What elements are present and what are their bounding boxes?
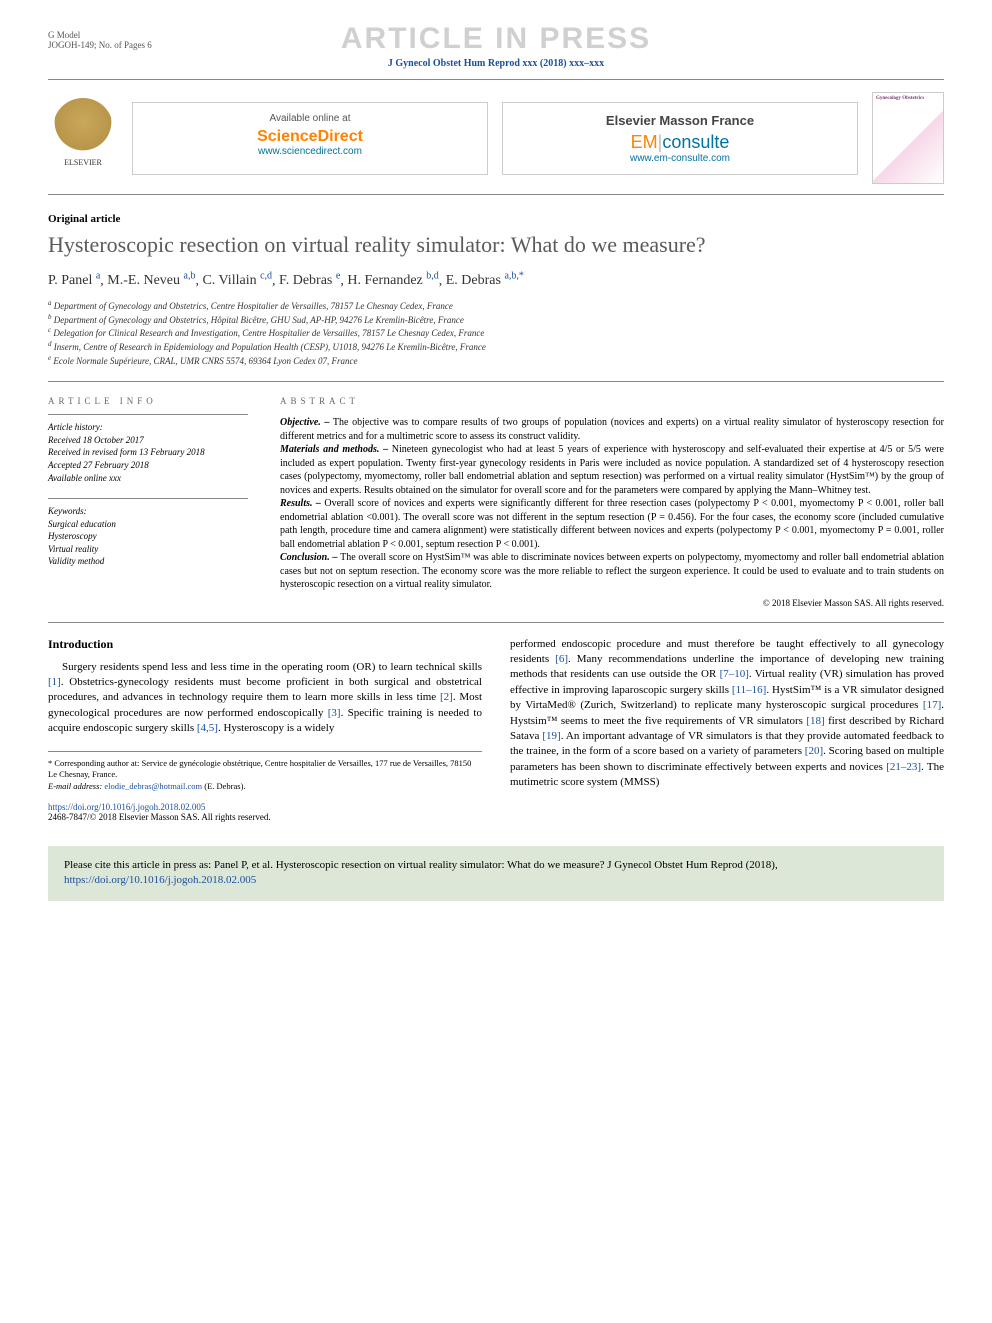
please-cite-box: Please cite this article in press as: Pa… <box>48 846 944 901</box>
emconsulte-url[interactable]: www.em-consulte.com <box>517 153 843 164</box>
article-info-column: ARTICLE INFO Article history: Received 1… <box>48 396 248 608</box>
journal-citation-line: J Gynecol Obstet Hum Reprod xxx (2018) x… <box>48 58 944 69</box>
elsevier-logo: ELSEVIER <box>48 98 118 178</box>
affiliation: b Department of Gynecology and Obstetric… <box>48 313 944 327</box>
affiliations: a Department of Gynecology and Obstetric… <box>48 299 944 367</box>
journal-cover-thumbnail: Gynecology Obstetrics <box>872 92 944 184</box>
doi-block: https://doi.org/10.1016/j.jogoh.2018.02.… <box>48 802 482 822</box>
article-ref: JOGOH-149; No. of Pages 6 <box>48 40 152 50</box>
author: C. Villain c,d <box>202 273 272 288</box>
sciencedirect-logo: ScienceDirect <box>147 128 473 146</box>
article-title: Hysteroscopic resection on virtual reali… <box>48 231 944 259</box>
abstract-heading: ABSTRACT <box>280 396 944 406</box>
elsevier-label: ELSEVIER <box>64 158 102 167</box>
abstract-copyright: © 2018 Elsevier Masson SAS. All rights r… <box>280 598 944 608</box>
keyword: Validity method <box>48 555 248 568</box>
intro-left-column: Introduction Surgery residents spend les… <box>48 637 482 822</box>
gmodel-label: G Model <box>48 30 152 40</box>
introduction-heading: Introduction <box>48 637 482 652</box>
author-list: P. Panel a, M.-E. Neveu a,b, C. Villain … <box>48 271 944 290</box>
accepted-date: Accepted 27 February 2018 <box>48 459 248 472</box>
revised-date: Received in revised form 13 February 201… <box>48 446 248 459</box>
intro-right-column: performed endoscopic procedure and must … <box>510 637 944 822</box>
rule <box>48 381 944 382</box>
publisher-banner: ELSEVIER Available online at ScienceDire… <box>48 92 944 184</box>
keyword: Virtual reality <box>48 543 248 556</box>
author: P. Panel a <box>48 273 100 288</box>
article-in-press-watermark: ARTICLE IN PRESS <box>341 22 651 56</box>
affiliation: d Inserm, Centre of Research in Epidemio… <box>48 340 944 354</box>
citebox-doi-link[interactable]: https://doi.org/10.1016/j.jogoh.2018.02.… <box>64 874 256 886</box>
intro-para-left: Surgery residents spend less and less ti… <box>48 660 482 737</box>
affiliation: c Delegation for Clinical Research and I… <box>48 326 944 340</box>
keyword: Surgical education <box>48 518 248 531</box>
author: M.-E. Neveu a,b <box>107 273 195 288</box>
affiliation: a Department of Gynecology and Obstetric… <box>48 299 944 313</box>
abstract-column: ABSTRACT Objective. – The objective was … <box>280 396 944 608</box>
sciencedirect-box: Available online at ScienceDirect www.sc… <box>132 102 488 175</box>
rule <box>48 622 944 623</box>
keywords-label: Keywords: <box>48 505 248 518</box>
author: F. Debras e <box>279 273 340 288</box>
elsevier-tree-icon <box>53 98 113 158</box>
abstract-body: Objective. – The objective was to compar… <box>280 416 944 592</box>
issn-copyright: 2468-7847/© 2018 Elsevier Masson SAS. Al… <box>48 812 482 822</box>
article-type: Original article <box>48 213 944 225</box>
email-link[interactable]: elodie_debras@hotmail.com <box>104 781 202 791</box>
received-date: Received 18 October 2017 <box>48 434 248 447</box>
article-info-heading: ARTICLE INFO <box>48 396 248 406</box>
corresponding-author-footnote: * Corresponding author at: Service de gy… <box>48 751 482 792</box>
author: E. Debras a,b,* <box>446 273 524 288</box>
rule <box>48 79 944 80</box>
article-history-label: Article history: <box>48 421 248 434</box>
emconsulte-logo: EM|consulte <box>517 132 843 153</box>
rule <box>48 194 944 195</box>
sd-pretext: Available online at <box>147 113 473 124</box>
online-date: Available online xxx <box>48 472 248 485</box>
author: H. Fernandez b,d <box>347 273 438 288</box>
doi-link[interactable]: https://doi.org/10.1016/j.jogoh.2018.02.… <box>48 802 482 812</box>
sciencedirect-url[interactable]: www.sciencedirect.com <box>147 146 473 157</box>
emconsulte-box: Elsevier Masson France EM|consulte www.e… <box>502 102 858 175</box>
em-masson-label: Elsevier Masson France <box>517 113 843 128</box>
keyword: Hysteroscopy <box>48 530 248 543</box>
affiliation: e Ecole Normale Supérieure, CRAL, UMR CN… <box>48 354 944 368</box>
